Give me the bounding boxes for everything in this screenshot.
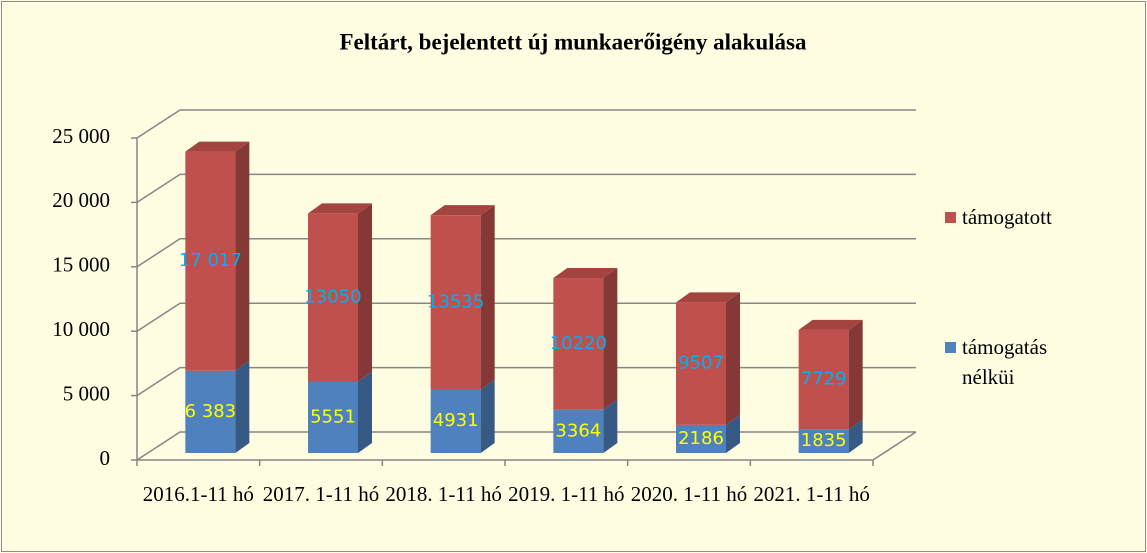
bar-front (676, 424, 726, 453)
grid-line (136, 173, 916, 204)
bar-side (358, 371, 372, 453)
data-label: 3364 (555, 420, 601, 441)
bar-top (185, 141, 250, 152)
bar-side (480, 205, 495, 390)
bar-segment (676, 414, 740, 453)
bar-front (308, 381, 358, 453)
bar-segment (676, 292, 740, 425)
data-label: 5551 (310, 406, 356, 427)
bar-side (358, 203, 372, 382)
bar-front (430, 389, 481, 453)
grid-line (136, 109, 916, 139)
bar-side (848, 419, 863, 453)
bar-side (603, 399, 618, 453)
x-tick-label: 2016.1-11 hó (142, 482, 254, 506)
legend-label: támogatott (962, 205, 1052, 229)
bar-top (430, 205, 495, 216)
data-label: 2186 (678, 428, 724, 449)
bar-segment (798, 419, 863, 453)
bar-front (308, 213, 358, 382)
x-tick-label: 2018. 1-11 hó (385, 482, 502, 506)
y-tick-label: 5 000 (63, 381, 110, 405)
bar-front (553, 409, 604, 453)
legend-swatch (945, 342, 956, 353)
bar-segment (308, 203, 372, 382)
data-label: 6 383 (185, 401, 237, 422)
bar-side (726, 414, 740, 453)
bar-segment (185, 141, 250, 371)
bar-side (848, 319, 863, 430)
bar-front (676, 302, 726, 425)
bar-segment (430, 379, 495, 453)
data-label: 13535 (427, 291, 484, 312)
bar-front (430, 215, 481, 390)
bar-side (603, 268, 618, 410)
bar-side (480, 379, 495, 453)
grid-line (136, 366, 916, 397)
data-label: 1835 (801, 430, 847, 451)
y-tick-label: 10 000 (52, 317, 110, 341)
bar-top (676, 292, 740, 303)
grid-line (136, 238, 916, 268)
chart-title: Feltárt, bejelentett új munkaerőigény al… (340, 29, 807, 54)
bar-front (185, 151, 236, 371)
data-label: 7729 (801, 369, 847, 390)
x-tick-label: 2019. 1-11 hó (508, 482, 625, 506)
bar-side (235, 141, 250, 371)
x-tick-label: 2021. 1-11 hó (753, 482, 870, 506)
x-tick-label: 2020. 1-11 hó (630, 482, 748, 506)
x-tick-label: 2017. 1-11 hó (262, 482, 380, 506)
data-label: 4931 (433, 410, 479, 431)
bar-segment (185, 360, 250, 453)
legend-swatch (945, 212, 956, 223)
bar-top (798, 319, 863, 330)
y-tick-label: 15 000 (52, 253, 110, 277)
bar-segment (798, 319, 863, 430)
bar-top (553, 268, 618, 279)
grid-line (136, 431, 916, 461)
bar-top (308, 203, 372, 214)
legend-label: támogatás nélküi (962, 335, 1048, 389)
y-tick-label: 0 (100, 446, 111, 470)
data-label: 9507 (678, 353, 724, 374)
bar-segment (430, 205, 495, 390)
bar-front (798, 329, 849, 430)
data-label: 10220 (550, 333, 607, 354)
bar-segment (308, 371, 372, 453)
bar-front (553, 278, 604, 410)
y-tick-label: 25 000 (52, 124, 110, 148)
bar-segment (553, 268, 618, 410)
bar-front (185, 370, 236, 453)
bar-front (798, 429, 849, 453)
grid-line (136, 302, 916, 332)
bar-side (235, 360, 250, 453)
bar-side (726, 292, 740, 425)
data-label: 17 017 (179, 250, 242, 271)
bar-segment (553, 399, 618, 453)
y-tick-label: 20 000 (52, 188, 110, 212)
data-label: 13050 (304, 286, 361, 307)
